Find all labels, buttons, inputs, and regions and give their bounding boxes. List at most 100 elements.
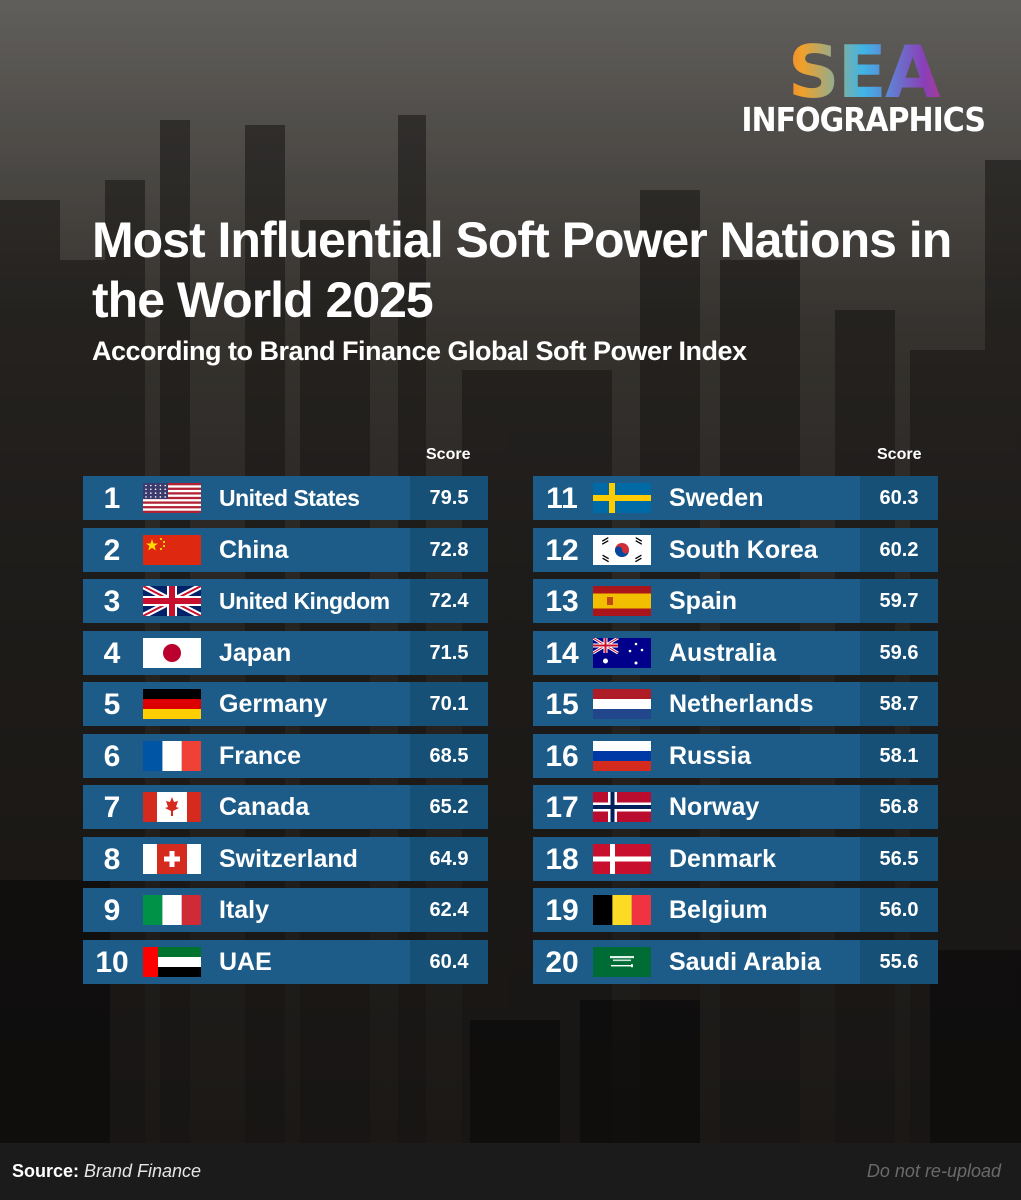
chart-title: Most Influential Soft Power Nations in t… [92,212,952,328]
footer: Source: Brand Finance Do not re-upload [0,1143,1021,1200]
score-value: 55.6 [860,939,938,984]
source-label: Source: [12,1161,80,1181]
score-column-header-left: Score [426,446,471,463]
flag-ru-icon [593,740,651,771]
flag-de-icon [143,689,201,719]
country-name: Russia [669,741,751,770]
rank-label: 3 [103,585,121,618]
score-value: 59.7 [860,579,938,623]
table-row: 10 UAE 60.4 [83,939,488,984]
logo: SEA INFOGRAPHICS [741,36,986,140]
rank-label: 7 [103,791,121,824]
table-row: 6 France 68.5 [83,733,488,778]
table-row: 20 Saudi Arabia 55.6 [533,939,938,984]
flag-kr-icon [593,534,651,565]
table-row: 9 Italy 62.4 [83,888,488,932]
score-value: 60.3 [860,476,938,520]
score-value: 58.7 [860,682,938,726]
score-value: 68.5 [410,733,488,778]
country-name: Spain [669,587,738,615]
rank-label: 8 [103,842,121,876]
flag-es-icon [593,586,651,616]
flag-cn-icon [143,534,201,565]
flag-gb-icon [143,586,201,616]
rank-label: 16 [545,739,579,773]
score-value: 70.1 [410,682,488,726]
country-name: Sweden [669,484,764,512]
score-value: 60.4 [410,939,488,984]
rank-label: 5 [103,688,121,721]
score-value: 62.4 [410,888,488,932]
flag-it-icon [143,895,201,925]
score-value: 58.1 [860,733,938,778]
chart-subtitle: According to Brand Finance Global Soft P… [92,336,747,366]
country-name: United States [219,485,360,511]
rank-label: 4 [103,636,121,670]
flag-ae-icon [143,946,201,977]
score-value: 65.2 [410,785,488,829]
flag-ca-icon [143,792,201,822]
country-name: Australia [669,638,776,667]
rank-label: 15 [545,688,579,721]
rank-label: 6 [103,739,121,773]
rank-label: 12 [545,533,579,567]
table-row: 5 Germany 70.1 [83,682,488,726]
country-name: Norway [669,793,760,821]
flag-nl-icon [593,689,651,719]
flag-se-icon [593,483,651,513]
country-name: China [219,535,289,564]
country-name: Denmark [669,844,776,873]
country-name: Belgium [669,896,768,924]
rank-label: 19 [545,894,579,927]
table-row: 19 Belgium 56.0 [533,888,938,932]
flag-sa-icon [593,946,651,977]
table-row: 4 Japan 71.5 [83,630,488,675]
score-value: 64.9 [410,836,488,881]
country-name: Germany [219,690,328,718]
score-value: 56.0 [860,888,938,932]
country-name: Netherlands [669,690,814,718]
rank-label: 1 [103,482,121,515]
rank-label: 17 [545,791,579,824]
table-row: 2 China 72.8 [83,527,488,572]
rank-label: 18 [545,842,579,876]
rank-label: 10 [95,945,129,979]
table-row: 11 Sweden 60.3 [533,476,938,520]
score-value: 72.4 [410,579,488,623]
country-name: Saudi Arabia [669,947,821,976]
logo-infographics: INFOGRAPHICS [741,101,986,140]
table-row: 3 United Kingdom 72.4 [83,579,488,623]
flag-no-icon [593,792,651,822]
score-value: 60.2 [860,527,938,572]
table-row: 7 Canada 65.2 [83,785,488,829]
score-column-header-right: Score [877,446,922,463]
table-row: 8 Switzerland 64.9 [83,836,488,881]
country-name: Italy [219,896,270,924]
reupload-note: Do not re-upload [866,1161,1001,1181]
score-value: 56.8 [860,785,938,829]
country-name: Japan [219,638,292,667]
score-value: 79.5 [410,476,488,520]
table-row: 15 Netherlands 58.7 [533,682,938,726]
table-row: 1 United States 79.5 [83,476,488,520]
table-row: 12 South Korea 60.2 [533,527,938,572]
rank-label: 13 [545,585,579,618]
rank-label: 20 [545,945,579,979]
flag-jp-icon [143,637,201,668]
table-row: 17 Norway 56.8 [533,785,938,829]
rank-label: 11 [546,482,578,515]
flag-us-icon [143,483,201,513]
flag-ch-icon [143,843,201,874]
score-value: 59.6 [860,630,938,675]
country-name: South Korea [669,535,818,564]
source-value: Brand Finance [84,1161,202,1181]
country-name: United Kingdom [219,588,390,614]
flag-dk-icon [593,843,651,874]
score-value: 56.5 [860,836,938,881]
score-value: 72.8 [410,527,488,572]
country-name: Switzerland [219,844,358,873]
table-row: 16 Russia 58.1 [533,733,938,778]
rank-label: 2 [103,533,121,567]
flag-au-icon [593,637,651,668]
flag-be-icon [593,895,651,925]
